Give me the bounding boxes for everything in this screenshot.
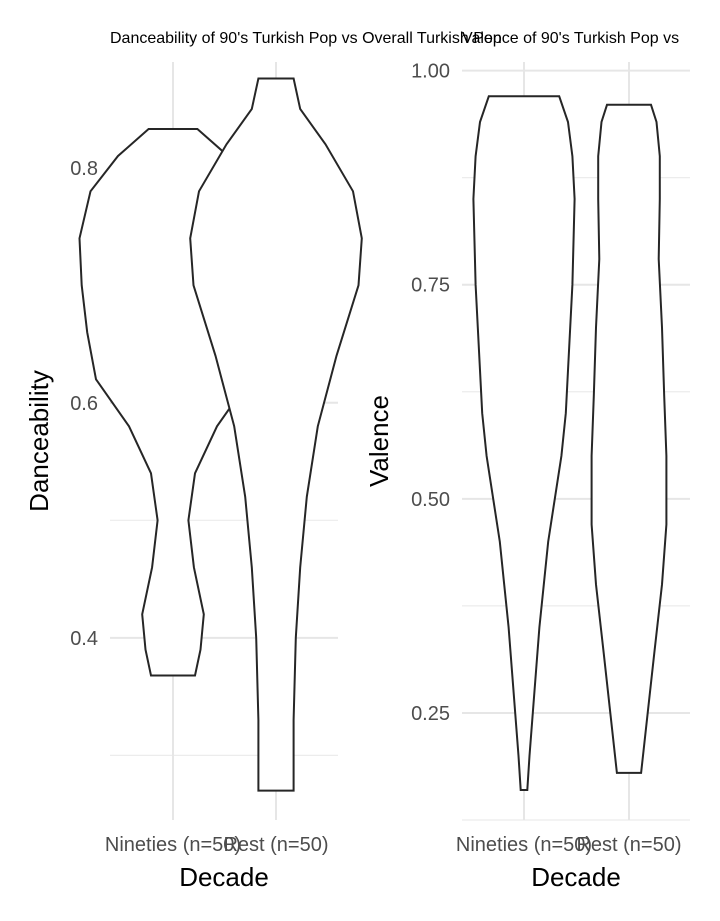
- violin-rest: [189, 77, 363, 792]
- y-tick-label: 0.50: [411, 489, 450, 511]
- y-tick-label: 0.6: [70, 393, 98, 415]
- x-axis-title: Decade: [179, 862, 269, 892]
- y-axis-title: Valence: [364, 395, 394, 487]
- x-tick-label: Nineties (n=50): [456, 834, 592, 856]
- y-tick-label: 0.4: [70, 628, 98, 650]
- x-axis-title: Decade: [531, 862, 621, 892]
- y-tick-label: 0.75: [411, 275, 450, 297]
- violin-rest: [590, 103, 668, 774]
- y-tick-label: 0.25: [411, 703, 450, 725]
- y-tick-label: 0.8: [70, 158, 98, 180]
- x-tick-label: Rest (n=50): [223, 834, 328, 856]
- x-tick-label: Rest (n=50): [576, 834, 681, 856]
- chart-title: Danceability of 90's Turkish Pop vs Over…: [110, 30, 502, 47]
- y-tick-label: 1.00: [411, 61, 450, 83]
- chart-title: Valence of 90's Turkish Pop vs: [462, 30, 679, 47]
- y-axis-title: Danceability: [24, 370, 54, 512]
- violin-nineties: [472, 95, 576, 791]
- x-tick-label: Nineties (n=50): [105, 834, 241, 856]
